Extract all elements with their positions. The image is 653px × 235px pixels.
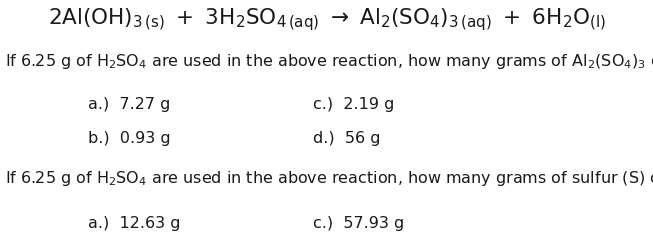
Text: $\mathsf{2Al(OH)_{3\,(s)}}$$\mathsf{\ +\ 3H_2SO_{4\,(aq)}}$$\mathsf{\ \rightarro: $\mathsf{2Al(OH)_{3\,(s)}}$$\mathsf{\ +\…	[48, 7, 605, 33]
Text: c.)  2.19 g: c.) 2.19 g	[313, 97, 395, 112]
Text: If 6.25 g of $\mathsf{H_2SO_4}$ are used in the above reaction, how many grams o: If 6.25 g of $\mathsf{H_2SO_4}$ are used…	[5, 52, 653, 71]
Text: a.)  7.27 g: a.) 7.27 g	[88, 97, 170, 112]
Text: a.)  12.63 g: a.) 12.63 g	[88, 216, 181, 231]
Text: If 6.25 g of $\mathsf{H_2SO_4}$ are used in the above reaction, how many grams o: If 6.25 g of $\mathsf{H_2SO_4}$ are used…	[5, 169, 653, 188]
Text: c.)  57.93 g: c.) 57.93 g	[313, 216, 405, 231]
Text: b.)  0.93 g: b.) 0.93 g	[88, 131, 171, 146]
Text: d.)  56 g: d.) 56 g	[313, 131, 381, 146]
